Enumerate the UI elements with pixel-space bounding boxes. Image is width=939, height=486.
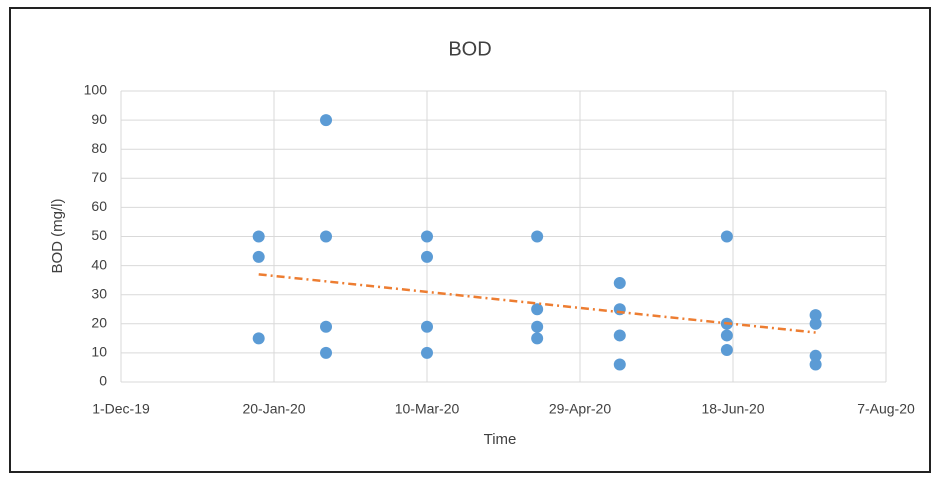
data-point — [252, 230, 265, 243]
data-point — [531, 320, 544, 333]
data-point — [531, 230, 544, 243]
data-point — [252, 332, 265, 345]
trendline — [258, 273, 816, 334]
data-point — [421, 320, 433, 333]
data-point — [531, 303, 544, 316]
y-tick-label: 60 — [91, 198, 107, 214]
x-tick-label: 10-Mar-20 — [395, 401, 460, 417]
x-tick-label: 7-Aug-20 — [857, 401, 915, 417]
data-point — [531, 332, 544, 345]
data-point — [320, 346, 333, 359]
data-point — [809, 309, 822, 322]
data-point — [421, 346, 433, 359]
data-point — [252, 250, 265, 263]
x-tick-label: 20-Jan-20 — [242, 401, 305, 417]
x-axis-label: Time — [484, 431, 517, 448]
y-tick-label: 0 — [99, 373, 107, 389]
y-tick-label: 10 — [91, 344, 107, 360]
y-tick-label: 30 — [91, 285, 107, 301]
y-tick-label: 80 — [91, 140, 107, 156]
data-point — [320, 230, 333, 243]
x-tick-label: 1-Dec-19 — [92, 401, 150, 417]
y-tick-label: 90 — [91, 111, 107, 127]
data-point — [613, 329, 626, 342]
data-point — [613, 277, 626, 290]
y-tick-label: 50 — [91, 227, 107, 243]
data-point — [720, 230, 733, 243]
data-point — [421, 230, 433, 243]
data-point — [613, 358, 626, 371]
data-point — [809, 317, 822, 330]
y-tick-label: 100 — [84, 82, 108, 98]
chart-title: BOD — [448, 38, 491, 60]
y-axis-label: BOD (mg/l) — [49, 198, 66, 273]
data-point — [320, 114, 333, 127]
x-tick-label: 29-Apr-20 — [549, 401, 611, 417]
y-tick-label: 70 — [91, 169, 107, 185]
data-point — [421, 250, 433, 263]
chart-border — [9, 7, 931, 473]
data-point — [320, 320, 333, 333]
data-point — [809, 358, 822, 371]
data-point — [720, 343, 733, 356]
y-tick-label: 20 — [91, 315, 107, 331]
y-tick-label: 40 — [91, 256, 107, 272]
data-point — [720, 329, 733, 342]
data-point — [809, 349, 822, 362]
x-tick-label: 18-Jun-20 — [701, 401, 764, 417]
